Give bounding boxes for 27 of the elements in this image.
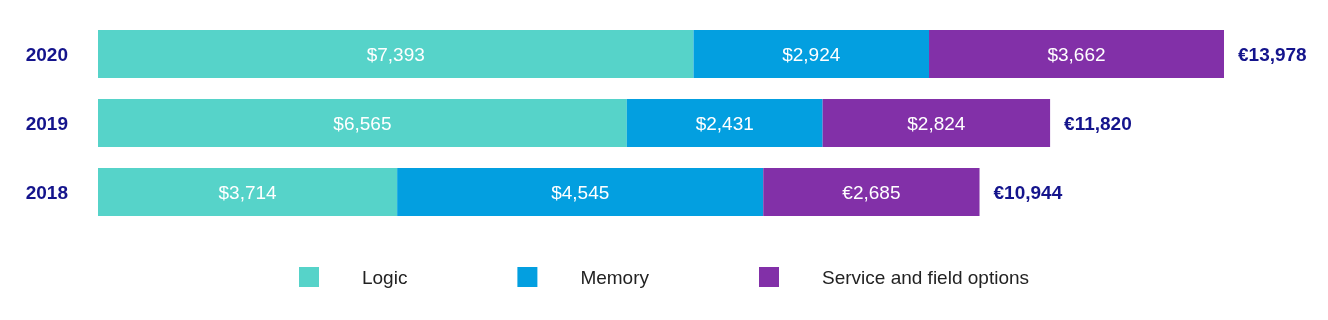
legend-label: Service and field options [822,266,1030,288]
bar [626,99,823,147]
bar [822,99,1051,147]
bar [763,168,980,216]
data-label: $2,924 [782,43,841,65]
data-label: $3,714 [218,181,278,203]
total-label: €13,978 [1238,43,1307,65]
y-tick-label: 2018 [25,181,68,203]
bar [98,168,398,216]
data-label: $7,393 [366,43,425,65]
bar [98,30,694,78]
bar [693,30,930,78]
legend-label: Memory [580,266,650,288]
data-label: $2,824 [907,112,966,134]
data-label: €2,685 [842,181,901,203]
total-label: €10,944 [993,181,1063,203]
data-label: $2,431 [695,112,754,134]
legend-label: Logic [361,266,408,288]
bar [397,168,764,216]
bar [98,99,627,147]
y-tick-label: 2020 [25,43,68,65]
y-tick-label: 2019 [25,112,68,134]
bar [929,30,1224,78]
total-label: €11,820 [1064,112,1132,134]
data-label: $4,545 [551,181,610,203]
data-label: $6,565 [333,112,392,134]
data-label: $3,662 [1047,43,1106,65]
